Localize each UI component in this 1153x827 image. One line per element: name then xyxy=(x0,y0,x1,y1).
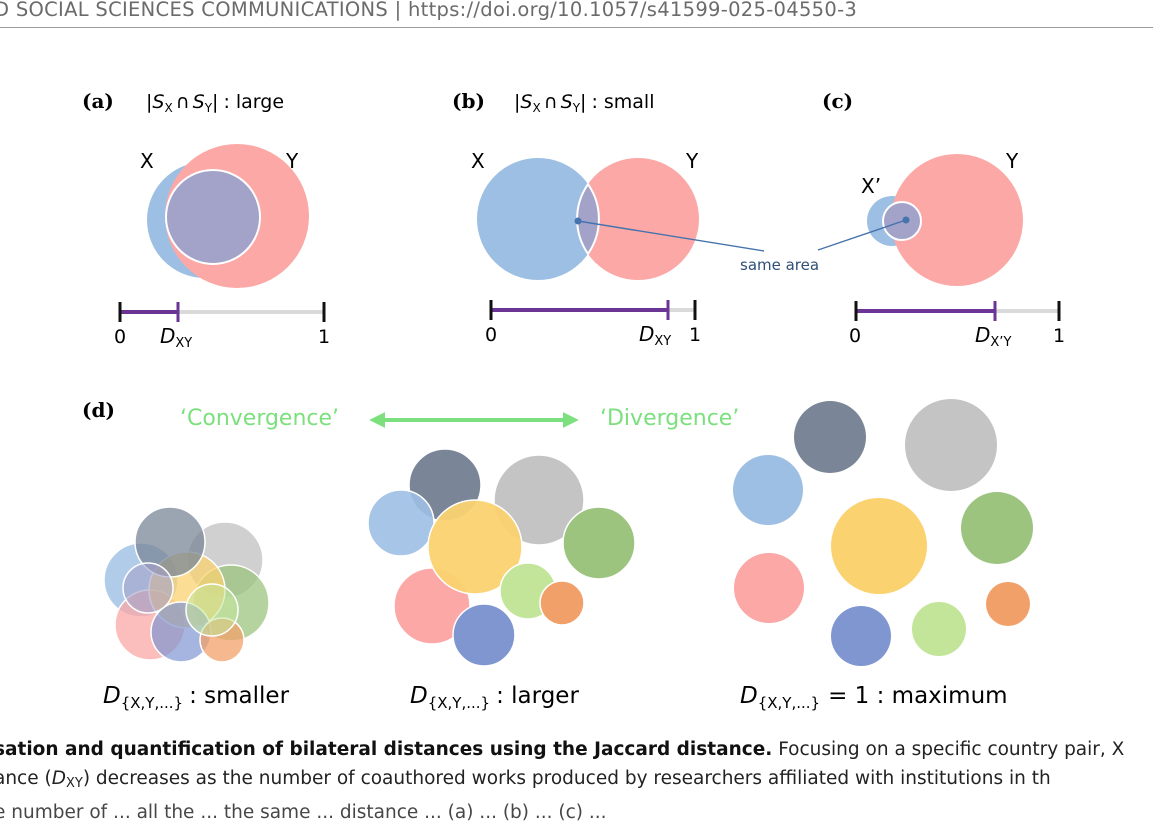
set-y-label: Y xyxy=(1005,149,1019,173)
panel-a: (a) |SX ∩ SY|: large X Y 0 1 DXY xyxy=(82,89,330,351)
panel-a-label: (a) xyxy=(82,89,114,113)
overlap-region xyxy=(165,169,261,265)
cluster-converged xyxy=(103,506,270,663)
caption-line-1: sation and quantification of bilateral d… xyxy=(0,739,1125,760)
overlap-region xyxy=(576,182,600,256)
distance-label-a: DXY xyxy=(160,324,192,351)
distance-label-c: DX’Y xyxy=(975,323,1011,350)
figure-caption: sation and quantification of bilateral d… xyxy=(0,735,1153,827)
d-label-maximum: D{X,Y,...} = 1 : maximum xyxy=(740,683,1008,712)
distance-scale-c: 0 1 DX’Y xyxy=(849,301,1065,350)
panel-b: (b) |SX ∩ SY|: small X Y 0 1 DXY xyxy=(452,89,765,349)
set-x-label: X xyxy=(140,149,154,173)
d-label-smaller: D{X,Y,...}: smaller xyxy=(103,683,290,712)
distance-scale-b: 0 1 DXY xyxy=(485,300,701,349)
panel-c: (c) X’ Y 0 1 DX’Y xyxy=(817,89,1065,350)
set-y-label: Y xyxy=(685,149,699,173)
set-x-circle xyxy=(477,158,599,280)
panel-b-title: |SX ∩ SY|: small xyxy=(514,91,655,115)
divergence-label: ‘Divergence’ xyxy=(600,406,739,431)
annotation-line xyxy=(577,220,765,252)
cluster-separated xyxy=(733,399,1033,666)
same-area-annotation: same area xyxy=(740,256,819,274)
set-y-circle xyxy=(577,158,699,280)
svg-text:1: 1 xyxy=(689,324,701,346)
distance-scale-a: 0 1 DXY xyxy=(114,302,330,351)
panel-b-label: (b) xyxy=(452,89,485,113)
svg-text:1: 1 xyxy=(318,326,330,348)
set-y-circle xyxy=(891,154,1023,286)
d-label-larger: D{X,Y,...}: larger xyxy=(410,683,579,712)
caption-line-3: e number of ... all the ... the same ...… xyxy=(0,802,607,823)
svg-text:0: 0 xyxy=(849,325,861,347)
header-rule xyxy=(0,27,1153,28)
set-x-prime-label: X’ xyxy=(861,174,881,198)
convergence-label: ‘Convergence’ xyxy=(180,406,339,431)
annotation-line xyxy=(817,219,907,251)
svg-text:1: 1 xyxy=(1053,325,1065,347)
svg-text:0: 0 xyxy=(114,326,126,348)
cluster-partial xyxy=(367,448,636,667)
caption-line-2: ance (DXY) decreases as the number of co… xyxy=(0,768,1051,791)
panel-d: (d) ‘Convergence’ ‘Divergence’ xyxy=(82,398,1033,712)
set-x-label: X xyxy=(471,149,485,173)
panel-a-title: |SX ∩ SY|: large xyxy=(146,91,284,115)
panel-c-label: (c) xyxy=(822,89,853,113)
journal-header: D SOCIAL SCIENCES COMMUNICATIONS | https… xyxy=(0,0,858,21)
svg-text:0: 0 xyxy=(485,324,497,346)
panel-d-label: (d) xyxy=(82,398,115,422)
figure: (a) |SX ∩ SY|: large X Y 0 1 DXY (b) |SX ∩ S… xyxy=(82,89,1065,712)
distance-label-b: DXY xyxy=(639,322,671,349)
